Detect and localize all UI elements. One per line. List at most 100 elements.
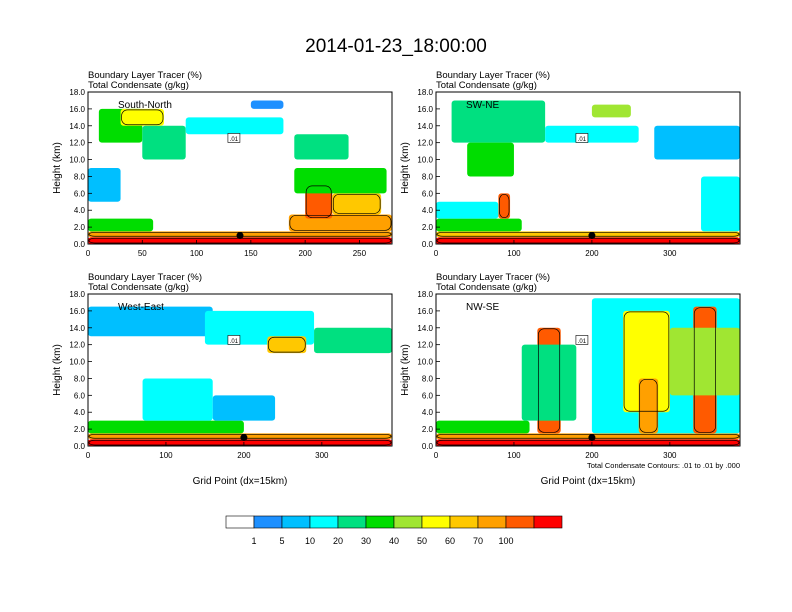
- colorbar-swatch-6: [393, 515, 423, 529]
- colorbar-label-2: 10: [305, 536, 315, 546]
- condensate-contour-2: [267, 336, 306, 353]
- x-axis-label: Grid Point (dx=15km): [541, 476, 636, 487]
- plot-frame: [87, 91, 393, 245]
- y-tick-label: 10.0: [69, 358, 85, 367]
- shading-group: .01: [88, 306, 392, 446]
- condensate-contour-2: [289, 215, 392, 231]
- y-tick-label: 16.0: [69, 105, 85, 114]
- shading-cell-0: [88, 439, 392, 446]
- contour-label-title: Total Condensate (g/kg): [436, 80, 537, 91]
- x-axis-label: Grid Point (dx=15km): [193, 476, 288, 487]
- shading-cell-2: [88, 218, 154, 232]
- colorbar-swatch-8: [449, 515, 479, 529]
- condensate-contour-3: [623, 311, 670, 412]
- shading-cell-10: [591, 104, 631, 118]
- x-tick-label: 200: [585, 249, 599, 258]
- shading-cell-8: [654, 125, 740, 160]
- contour-label-box: [575, 335, 589, 345]
- contour-label: .01: [578, 137, 587, 143]
- colorbar-label-1: 5: [279, 536, 284, 546]
- condensate-contour-2: [499, 193, 510, 219]
- condensate-contour-0: [88, 439, 392, 446]
- colorbar-swatch-3: [309, 515, 339, 529]
- shading-cell-6: [267, 336, 307, 354]
- condensate-contour-4: [693, 307, 716, 433]
- figure-title: 2014-01-23_18:00:00: [305, 36, 487, 57]
- y-tick-label: 16.0: [417, 307, 433, 316]
- y-tick-label: 16.0: [69, 307, 85, 316]
- shading-label: Boundary Layer Tracer (%): [436, 70, 550, 81]
- y-tick-label: 10.0: [417, 358, 433, 367]
- y-tick-label: 14.0: [69, 122, 85, 131]
- plot-frame: [435, 91, 741, 245]
- contour-label-title: Total Condensate (g/kg): [436, 282, 537, 293]
- location-marker: [240, 434, 248, 442]
- x-tick-label: 0: [434, 451, 439, 460]
- x-tick-label: 200: [237, 451, 251, 460]
- x-tick-label: 300: [315, 451, 329, 460]
- colorbar-swatch-10: [505, 515, 535, 529]
- y-axis-label: Height (km): [52, 142, 63, 194]
- condensate-contour-1: [88, 433, 392, 439]
- y-tick-label: 0.0: [74, 240, 86, 249]
- shading-cell-8: [120, 108, 164, 126]
- condensate-contour-3: [305, 185, 332, 219]
- colorbar-label-6: 50: [417, 536, 427, 546]
- x-tick-label: 250: [353, 249, 367, 258]
- x-tick-label: 100: [159, 451, 173, 460]
- condensate-contour-4: [332, 193, 381, 214]
- y-tick-label: 2.0: [74, 425, 86, 434]
- y-tick-label: 6.0: [74, 189, 86, 198]
- y-tick-label: 2.0: [422, 223, 434, 232]
- condensate-contour-0: [436, 237, 740, 244]
- y-tick-label: 8.0: [422, 374, 434, 383]
- y-tick-label: 18.0: [69, 290, 85, 299]
- y-tick-label: 8.0: [74, 172, 86, 181]
- contour-label: .01: [578, 339, 587, 345]
- y-tick-label: 14.0: [417, 324, 433, 333]
- panel-4: .01 0.0 2.0 4.0 6.0 8.0 10.0 12.0 14.0 16.0 18.0 0 1…: [400, 272, 741, 487]
- shading-cell-3: [142, 378, 213, 421]
- y-tick-label: 4.0: [74, 408, 86, 417]
- region-label: NW-SE: [466, 302, 499, 313]
- y-tick-label: 4.0: [422, 408, 434, 417]
- colorbar-label-3: 20: [333, 536, 343, 546]
- panel-3: .01 0.0 2.0 4.0 6.0 8.0 10.0 12.0 14.0 16.0 18.0 0 1…: [52, 272, 393, 487]
- shading-cell-5: [332, 193, 382, 215]
- colorbar-label-8: 70: [473, 536, 483, 546]
- y-tick-label: 2.0: [74, 223, 86, 232]
- y-tick-label: 12.0: [417, 139, 433, 148]
- contour-label: .01: [230, 137, 239, 143]
- region-label: South-North: [118, 100, 172, 111]
- shading-cell-1: [88, 433, 392, 440]
- shading-cell-0: [436, 237, 740, 244]
- panel-2: .01 0.0 2.0 4.0 6.0 8.0 10.0 12.0 14.0 16.0 18.0 0 1…: [400, 70, 741, 258]
- x-tick-label: 200: [298, 249, 312, 258]
- plot-frame: [87, 293, 393, 447]
- x-tick-label: 150: [244, 249, 258, 258]
- colorbar-swatch-1: [253, 515, 283, 529]
- y-tick-label: 0.0: [422, 442, 434, 451]
- x-tick-label: 100: [190, 249, 204, 258]
- y-tick-label: 12.0: [69, 139, 85, 148]
- colorbar-swatch-0: [225, 515, 255, 529]
- shading-group: .01: [436, 100, 740, 244]
- y-tick-label: 8.0: [74, 374, 86, 383]
- colorbar-swatch-7: [421, 515, 451, 529]
- shading-cell-7: [314, 327, 392, 354]
- plot-frame: [435, 293, 741, 447]
- contour-label: .01: [230, 339, 239, 345]
- x-tick-label: 50: [138, 249, 147, 258]
- colorbar-label-4: 30: [361, 536, 371, 546]
- contour-label-box: [227, 133, 241, 143]
- y-tick-label: 4.0: [74, 206, 86, 215]
- shading-cell-0: [88, 237, 392, 244]
- shading-cell-2: [436, 218, 522, 232]
- colorbar-swatch-5: [365, 515, 395, 529]
- y-tick-label: 12.0: [69, 341, 85, 350]
- contour-label-box: [575, 133, 589, 143]
- y-tick-label: 6.0: [422, 189, 434, 198]
- contour-label-box: [227, 335, 241, 345]
- y-axis-label: Height (km): [400, 142, 411, 194]
- colorbar-label-9: 100: [498, 536, 513, 546]
